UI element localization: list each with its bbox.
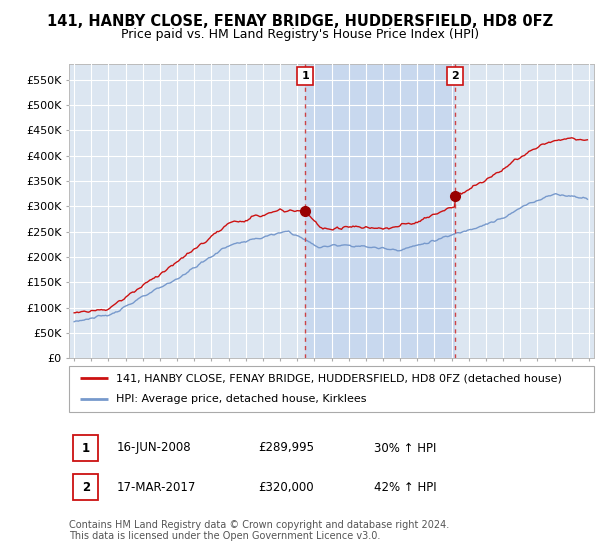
Text: 42% ↑ HPI: 42% ↑ HPI bbox=[373, 480, 436, 494]
Text: 17-MAR-2017: 17-MAR-2017 bbox=[116, 480, 196, 494]
Text: £289,995: £289,995 bbox=[258, 441, 314, 455]
FancyBboxPatch shape bbox=[69, 366, 594, 412]
Text: 2: 2 bbox=[82, 480, 90, 494]
FancyBboxPatch shape bbox=[73, 435, 98, 461]
Text: 1: 1 bbox=[301, 71, 309, 81]
Text: Price paid vs. HM Land Registry's House Price Index (HPI): Price paid vs. HM Land Registry's House … bbox=[121, 28, 479, 41]
Text: Contains HM Land Registry data © Crown copyright and database right 2024.
This d: Contains HM Land Registry data © Crown c… bbox=[69, 520, 449, 542]
Text: HPI: Average price, detached house, Kirklees: HPI: Average price, detached house, Kirk… bbox=[116, 394, 367, 404]
Text: 30% ↑ HPI: 30% ↑ HPI bbox=[373, 441, 436, 455]
FancyBboxPatch shape bbox=[73, 474, 98, 500]
Text: 16-JUN-2008: 16-JUN-2008 bbox=[116, 441, 191, 455]
Text: 141, HANBY CLOSE, FENAY BRIDGE, HUDDERSFIELD, HD8 0FZ (detached house): 141, HANBY CLOSE, FENAY BRIDGE, HUDDERSF… bbox=[116, 373, 562, 383]
Text: 141, HANBY CLOSE, FENAY BRIDGE, HUDDERSFIELD, HD8 0FZ: 141, HANBY CLOSE, FENAY BRIDGE, HUDDERSF… bbox=[47, 14, 553, 29]
Text: 1: 1 bbox=[82, 441, 90, 455]
Text: 2: 2 bbox=[451, 71, 459, 81]
Text: £320,000: £320,000 bbox=[258, 480, 314, 494]
Bar bbox=[305, 64, 455, 358]
